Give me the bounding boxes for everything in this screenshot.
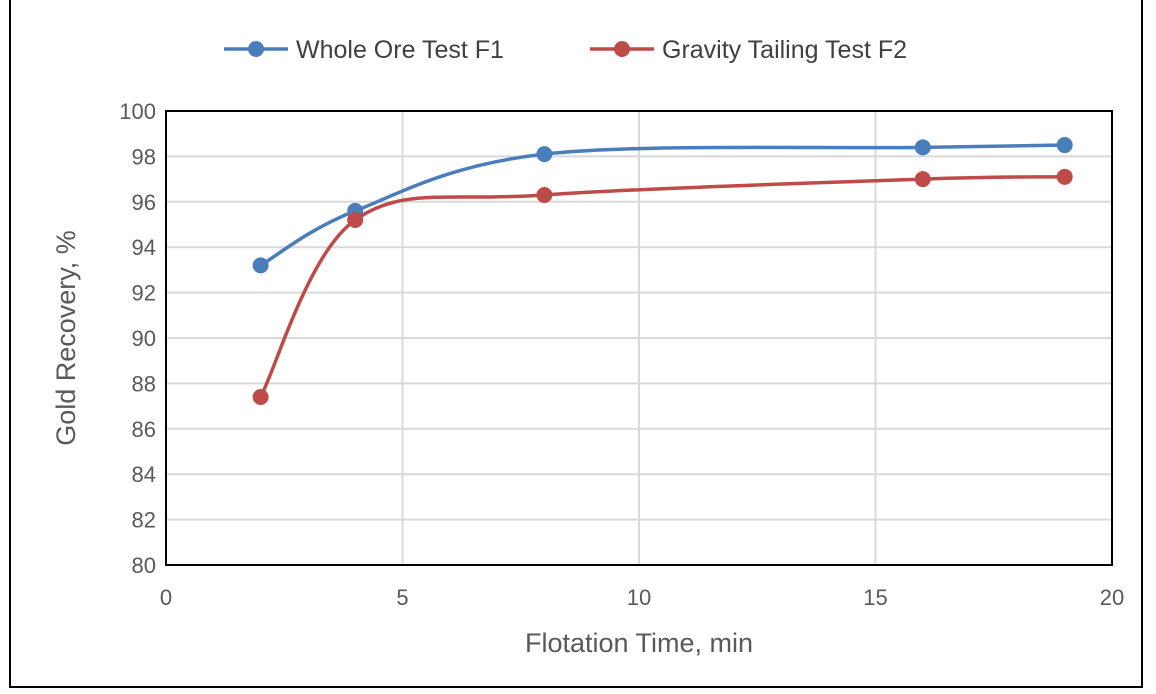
x-axis-ticks: 0 5 10 15 20 xyxy=(160,585,1124,610)
y-tick-label: 90 xyxy=(132,326,156,351)
x-tick-label: 5 xyxy=(396,585,408,610)
y-tick-label: 82 xyxy=(132,508,156,533)
data-point xyxy=(252,389,269,406)
y-tick-label: 80 xyxy=(132,553,156,578)
data-point xyxy=(536,186,553,203)
data-point xyxy=(914,139,931,156)
data-point xyxy=(1056,168,1073,185)
legend-label: Gravity Tailing Test F2 xyxy=(662,36,907,64)
x-tick-label: 0 xyxy=(160,585,172,610)
legend: Whole Ore Test F1 Gravity Tailing Test F2 xyxy=(224,36,907,64)
x-tick-label: 15 xyxy=(863,585,887,610)
series-line xyxy=(259,143,1065,267)
y-tick-label: 94 xyxy=(132,235,156,260)
y-tick-label: 84 xyxy=(132,462,156,487)
y-tick-label: 98 xyxy=(132,144,156,169)
data-point xyxy=(1056,137,1073,154)
series-line xyxy=(259,175,1065,398)
x-tick-label: 10 xyxy=(627,585,651,610)
x-tick-label: 20 xyxy=(1100,585,1124,610)
y-tick-label: 86 xyxy=(132,417,156,442)
legend-swatch-marker xyxy=(248,41,264,57)
y-tick-label: 88 xyxy=(132,371,156,396)
data-point xyxy=(536,146,553,163)
legend-item: Whole Ore Test F1 xyxy=(224,36,504,64)
plot-area-border xyxy=(165,110,1113,566)
y-axis-title: Gold Recovery, % xyxy=(51,230,81,446)
data-point xyxy=(914,171,931,188)
data-point xyxy=(347,211,364,228)
legend-label: Whole Ore Test F1 xyxy=(296,36,504,64)
series-1 xyxy=(252,137,1073,274)
y-tick-label: 100 xyxy=(119,99,156,124)
series-layer xyxy=(252,137,1073,406)
data-point xyxy=(252,257,269,274)
legend-item: Gravity Tailing Test F2 xyxy=(590,36,907,64)
y-tick-label: 92 xyxy=(132,281,156,306)
y-tick-label: 96 xyxy=(132,190,156,215)
legend-swatch-marker xyxy=(614,41,630,57)
y-axis-ticks: 80 82 84 86 88 90 92 94 96 98 100 xyxy=(119,99,156,578)
chart-frame xyxy=(9,0,1143,688)
x-axis-title: Flotation Time, min xyxy=(525,628,753,658)
series-2 xyxy=(252,168,1073,406)
